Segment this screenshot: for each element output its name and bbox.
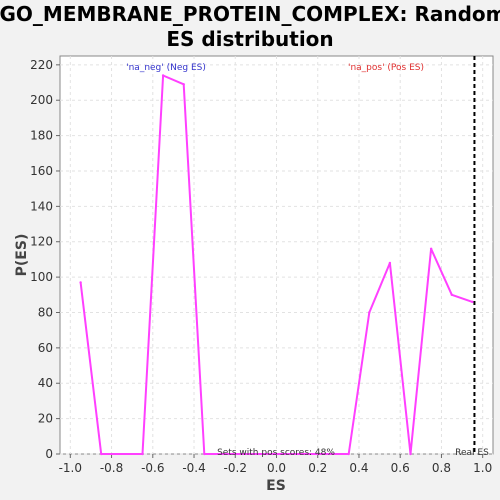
data-point: [100, 452, 103, 456]
data-point: [388, 261, 392, 265]
data-point: [471, 300, 474, 304]
x-tick-label: 0.0: [267, 461, 286, 475]
sets-pos-scores-label: Sets with pos scores: 48%: [217, 448, 335, 458]
axis-ticks: -1.0 -0.8 -0.6 -0.4 -0.2 0.0 0.2 0.4 0.6 0.8 1.0 0 2…: [30, 58, 492, 475]
pos-es-label: 'na_pos' (Pos ES): [348, 63, 424, 73]
real-es-label: Real ES: [455, 448, 489, 458]
grid: [60, 56, 493, 455]
x-tick-label: -0.4: [182, 461, 205, 475]
y-tick-label: 0: [45, 447, 53, 461]
y-tick-label: 120: [30, 235, 53, 249]
data-point: [182, 83, 185, 86]
y-tick-label: 160: [30, 164, 53, 178]
x-tick-label: -0.2: [224, 461, 247, 475]
x-tick-label: -0.8: [100, 461, 123, 475]
data-point: [141, 452, 144, 456]
x-axis-label: ES: [266, 478, 286, 494]
x-tick-label: 0.8: [432, 461, 451, 475]
chart-title-line-1: GO_MEMBRANE_PROTEIN_COMPLEX: Random: [0, 2, 500, 26]
series-layer: [79, 74, 474, 456]
data-point: [429, 247, 433, 251]
x-tick-label: 0.2: [308, 461, 327, 475]
data-point: [79, 281, 82, 284]
y-tick-label: 220: [30, 58, 53, 72]
data-point: [409, 452, 412, 456]
x-tick-label: 1.0: [473, 461, 492, 475]
chart-title-line-2: ES distribution: [166, 27, 333, 51]
y-tick-label: 100: [30, 270, 53, 284]
data-point: [203, 452, 206, 456]
y-tick-label: 200: [30, 93, 53, 107]
y-axis-label: P(ES): [14, 234, 30, 277]
y-tick-label: 140: [30, 199, 53, 213]
y-tick-label: 60: [38, 341, 53, 355]
data-point: [161, 74, 165, 77]
data-point: [450, 293, 453, 296]
y-tick-label: 180: [30, 129, 53, 143]
y-tick-label: 80: [38, 305, 53, 319]
data-point: [368, 311, 371, 314]
y-tick-label: 20: [38, 412, 53, 426]
data-point: [347, 452, 350, 456]
neg-es-label: 'na_neg' (Neg ES): [126, 63, 206, 73]
x-tick-label: 0.4: [349, 461, 368, 475]
x-tick-label: 0.6: [391, 461, 410, 475]
x-tick-label: -1.0: [59, 461, 82, 475]
x-tick-label: -0.6: [141, 461, 164, 475]
y-tick-label: 40: [38, 376, 53, 390]
